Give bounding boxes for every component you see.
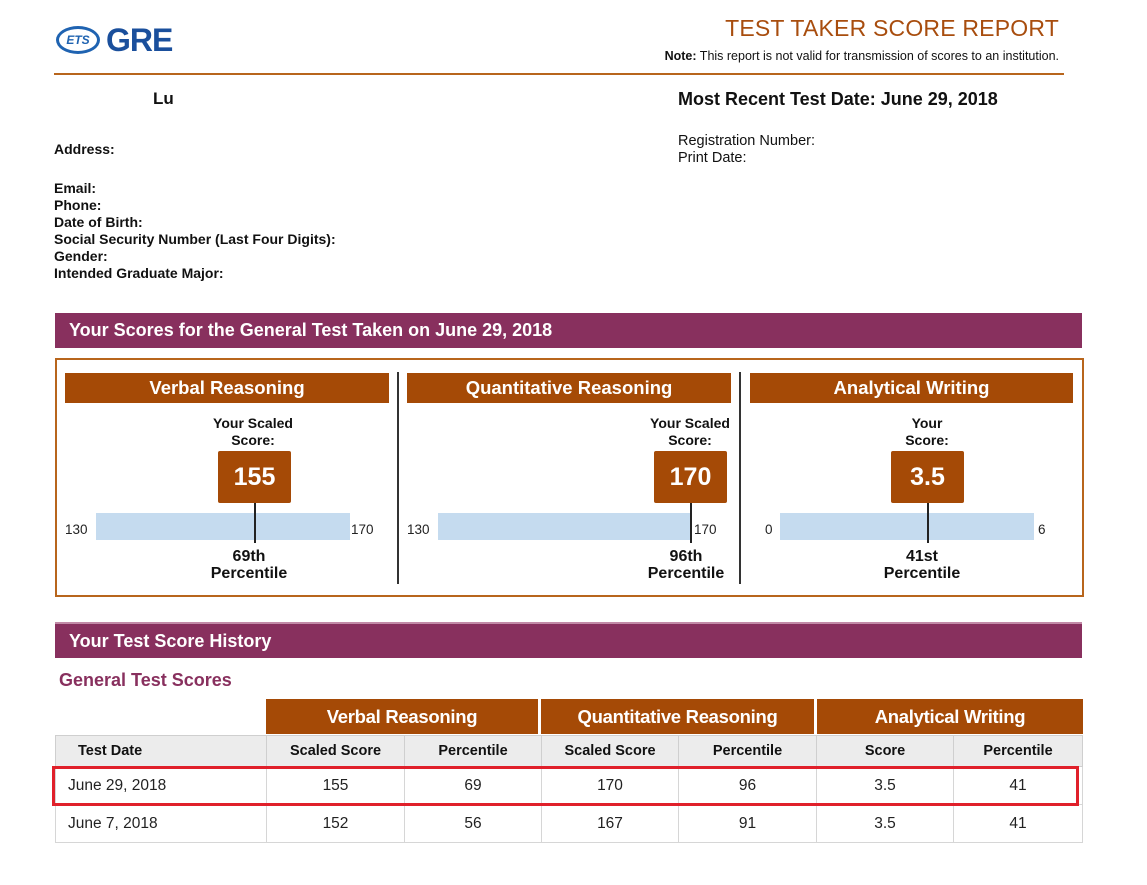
history-group-quant: Quantitative Reasoning <box>541 699 814 734</box>
quant-panel-header: Quantitative Reasoning <box>407 373 731 403</box>
column-header-verbal-score: Scaled Score <box>266 735 405 767</box>
column-header-verbal-percentile: Percentile <box>404 735 542 767</box>
scaled-label-line: Your Scaled <box>213 415 293 431</box>
quant-percentile: 96th Percentile <box>631 548 741 582</box>
score-history-table: Test Date Scaled Score Percentile Scaled… <box>55 735 1083 843</box>
table-cell: 155 <box>266 766 405 805</box>
history-group-verbal: Verbal Reasoning <box>266 699 538 734</box>
general-test-scores-heading: General Test Scores <box>59 670 232 690</box>
verbal-score-pointer <box>254 503 256 543</box>
quant-score-pointer <box>690 503 692 543</box>
quant-range-bar <box>438 513 692 540</box>
verbal-score-box: 155 <box>218 451 291 503</box>
history-group-writing: Analytical Writing <box>817 699 1083 734</box>
header-divider <box>54 73 1064 75</box>
quant-scaled-score-label: Your Scaled Score: <box>640 415 740 449</box>
table-cell: June 7, 2018 <box>55 804 267 843</box>
percentile-value: 96th <box>669 548 703 565</box>
verbal-scaled-score-label: Your Scaled Score: <box>203 415 303 449</box>
email-label: Email: <box>54 180 97 196</box>
gre-wordmark: GRE <box>106 21 173 58</box>
table-header-row: Test Date Scaled Score Percentile Scaled… <box>55 735 1083 767</box>
panel-divider <box>739 372 741 584</box>
writing-score-label: Your Score: <box>877 415 977 449</box>
scaled-label-line: Score: <box>231 432 275 448</box>
address-label: Address: <box>54 141 115 157</box>
row-highlight-box <box>52 766 1079 806</box>
table-cell: 41 <box>953 766 1083 805</box>
writing-score-box: 3.5 <box>891 451 964 503</box>
table-cell: 152 <box>266 804 405 843</box>
percentile-word: Percentile <box>647 565 725 582</box>
percentile-word: Percentile <box>210 565 288 582</box>
percentile-value: 69th <box>232 548 266 565</box>
test-taker-name: Lu <box>153 89 174 108</box>
percentile-word: Percentile <box>883 565 961 582</box>
quant-score-box: 170 <box>654 451 727 503</box>
scores-section-header: Your Scores for the General Test Taken o… <box>55 313 1082 348</box>
phone-label: Phone: <box>54 197 102 213</box>
ssn-label: Social Security Number (Last Four Digits… <box>54 231 336 247</box>
most-recent-test-date: Most Recent Test Date: June 29, 2018 <box>678 89 998 109</box>
table-cell: 3.5 <box>816 804 954 843</box>
verbal-range-bar <box>96 513 350 540</box>
column-header-writing-percentile: Percentile <box>953 735 1083 767</box>
writing-range-min: 0 <box>765 522 773 537</box>
print-date-label: Print Date: <box>678 150 747 166</box>
verbal-percentile: 69th Percentile <box>194 548 304 582</box>
table-cell: 91 <box>678 804 817 843</box>
verbal-range-max: 170 <box>351 522 374 537</box>
scaled-label-line: Score: <box>905 432 949 448</box>
column-header-writing-score: Score <box>816 735 954 767</box>
writing-range-max: 6 <box>1038 522 1046 537</box>
panel-divider <box>397 372 399 584</box>
writing-score-pointer <box>927 503 929 543</box>
writing-panel-header: Analytical Writing <box>750 373 1073 403</box>
column-header-quant-percentile: Percentile <box>678 735 817 767</box>
registration-number-label: Registration Number: <box>678 133 815 149</box>
verbal-panel-header: Verbal Reasoning <box>65 373 389 403</box>
scaled-label-line: Your <box>911 415 943 431</box>
gender-label: Gender: <box>54 248 108 264</box>
note-text: This report is not valid for transmissio… <box>696 49 1059 63</box>
report-note: Note: This report is not valid for trans… <box>665 49 1059 63</box>
scaled-label-line: Your Scaled <box>650 415 730 431</box>
quant-range-min: 130 <box>407 522 430 537</box>
date-of-birth-label: Date of Birth: <box>54 214 143 230</box>
history-section-header: Your Test Score History <box>55 622 1082 658</box>
report-title: TEST TAKER SCORE REPORT <box>725 15 1059 41</box>
column-header-test-date: Test Date <box>55 735 267 767</box>
table-row: June 7, 2018 152 56 167 91 3.5 41 <box>55 804 1083 843</box>
percentile-value: 41st <box>905 548 939 565</box>
writing-percentile: 41st Percentile <box>867 548 977 582</box>
score-panel-frame <box>55 358 1084 597</box>
table-cell: 41 <box>953 804 1083 843</box>
quant-range-max: 170 <box>694 522 717 537</box>
column-header-quant-score: Scaled Score <box>541 735 679 767</box>
note-label: Note: <box>664 49 697 63</box>
table-cell: 167 <box>541 804 679 843</box>
verbal-range-min: 130 <box>65 522 88 537</box>
table-cell: 56 <box>404 804 542 843</box>
gre-logo: ETS GRE <box>56 21 173 58</box>
writing-range-bar <box>780 513 1034 540</box>
intended-major-label: Intended Graduate Major: <box>54 265 224 281</box>
scaled-label-line: Score: <box>668 432 712 448</box>
ets-badge-icon: ETS <box>56 26 100 54</box>
